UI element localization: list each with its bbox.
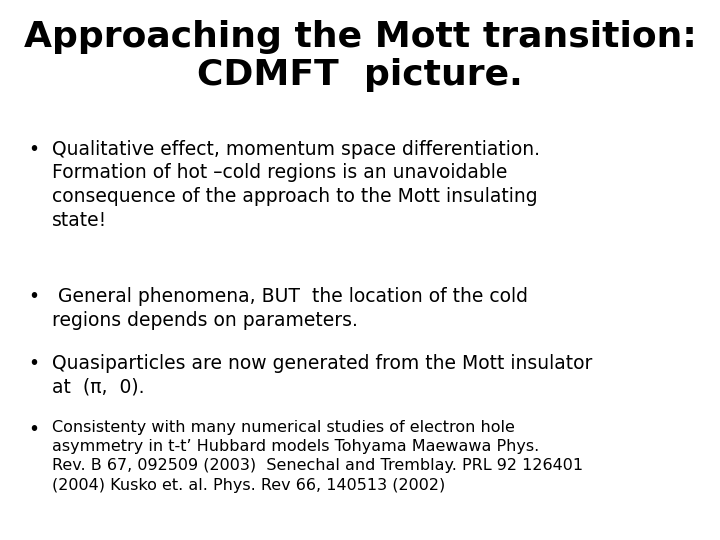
Text: CDMFT  picture.: CDMFT picture. xyxy=(197,58,523,92)
Text: General phenomena, BUT  the location of the cold
regions depends on parameters.: General phenomena, BUT the location of t… xyxy=(52,287,528,329)
Text: •: • xyxy=(28,420,39,439)
Text: •: • xyxy=(28,287,39,306)
Text: Approaching the Mott transition:: Approaching the Mott transition: xyxy=(24,20,696,54)
Text: Qualitative effect, momentum space differentiation.
Formation of hot –cold regio: Qualitative effect, momentum space diffe… xyxy=(52,140,540,230)
Text: •: • xyxy=(28,354,39,373)
Text: Quasiparticles are now generated from the Mott insulator
at  (π,  0).: Quasiparticles are now generated from th… xyxy=(52,354,593,396)
Text: •: • xyxy=(28,140,39,159)
Text: Consistenty with many numerical studies of electron hole
asymmetry in t-t’ Hubba: Consistenty with many numerical studies … xyxy=(52,420,583,492)
